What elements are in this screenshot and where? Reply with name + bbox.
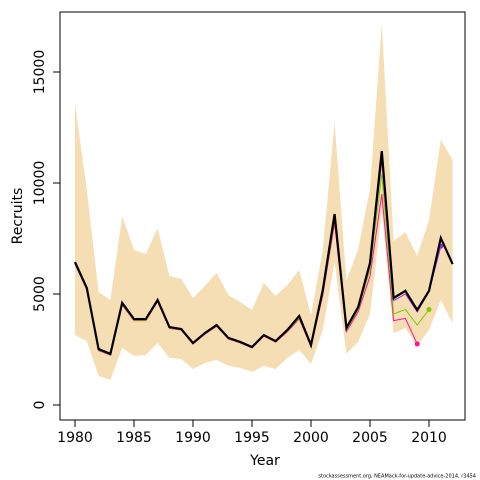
x-tick-label: 1990 [175,430,211,446]
y-tick-label: 5000 [32,276,48,312]
x-tick-label: 2010 [411,430,447,446]
footnote: stockassessment.org, NEAMack-for-update-… [318,474,476,480]
series-end-point [414,341,420,347]
series-end-point [426,307,432,313]
plot-frame [59,11,466,421]
series-line [73,150,454,356]
x-tick-label: 2005 [352,430,388,446]
confidence-band [74,24,453,380]
x-tick-label: 1980 [57,430,93,446]
y-tick-label: 10000 [32,161,48,206]
y-axis-label: Recruits [10,188,26,245]
x-axis-label: Year [249,453,280,469]
y-tick-label: 0 [32,401,48,410]
x-tick-label: 2000 [293,430,329,446]
y-tick-label: 15000 [32,50,48,95]
x-tick-label: 1995 [234,430,270,446]
x-tick-label: 1985 [116,430,152,446]
